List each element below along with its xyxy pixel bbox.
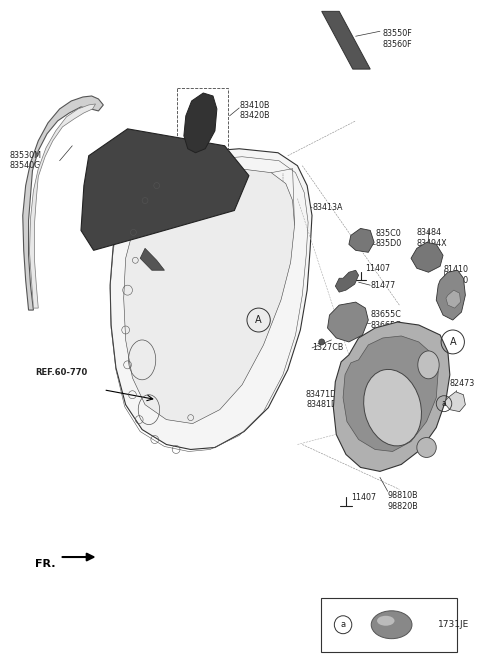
Text: REF.60-770: REF.60-770 — [36, 368, 88, 377]
Circle shape — [319, 339, 324, 345]
Polygon shape — [322, 11, 370, 69]
Text: a: a — [340, 620, 346, 629]
Text: 835C0
835D0: 835C0 835D0 — [375, 229, 401, 248]
Text: 83413A: 83413A — [312, 203, 343, 212]
Text: 98810B
98820B: 98810B 98820B — [388, 491, 419, 511]
Ellipse shape — [364, 369, 421, 446]
Text: A: A — [255, 315, 262, 325]
Text: 81471A
81481B: 81471A 81481B — [349, 372, 380, 391]
Text: 1731JE: 1731JE — [438, 620, 469, 629]
Polygon shape — [333, 322, 450, 472]
Polygon shape — [23, 96, 103, 310]
Text: 11407: 11407 — [351, 493, 376, 502]
Polygon shape — [446, 290, 460, 308]
Polygon shape — [444, 392, 466, 412]
Polygon shape — [30, 104, 96, 308]
FancyBboxPatch shape — [321, 598, 456, 651]
Polygon shape — [343, 336, 438, 451]
Polygon shape — [436, 270, 466, 320]
Polygon shape — [81, 129, 249, 251]
Text: 83484
83494X: 83484 83494X — [417, 228, 447, 248]
Polygon shape — [327, 302, 368, 342]
Polygon shape — [336, 270, 359, 292]
Text: 81477: 81477 — [370, 281, 396, 290]
Polygon shape — [110, 149, 312, 449]
Polygon shape — [184, 93, 217, 153]
Text: 83410B
83420B: 83410B 83420B — [239, 101, 270, 120]
Text: 83530M
83540G: 83530M 83540G — [9, 151, 41, 170]
Text: 11407: 11407 — [365, 264, 391, 273]
Polygon shape — [140, 249, 165, 270]
Polygon shape — [349, 228, 374, 253]
Ellipse shape — [371, 611, 412, 639]
Text: 83655C
83665C: 83655C 83665C — [370, 310, 401, 330]
Text: FR.: FR. — [36, 559, 56, 569]
Text: 83471D
83481D: 83471D 83481D — [306, 390, 337, 409]
Ellipse shape — [377, 616, 395, 626]
Text: 83550F
83560F: 83550F 83560F — [383, 30, 413, 49]
Text: a: a — [442, 400, 446, 408]
Polygon shape — [124, 169, 295, 424]
Text: 1327CB: 1327CB — [312, 343, 343, 352]
Polygon shape — [411, 242, 443, 272]
Text: 81410
81420: 81410 81420 — [443, 265, 468, 285]
Circle shape — [417, 438, 436, 457]
Ellipse shape — [418, 351, 439, 379]
Text: 82473: 82473 — [450, 379, 475, 388]
Text: A: A — [449, 337, 456, 347]
